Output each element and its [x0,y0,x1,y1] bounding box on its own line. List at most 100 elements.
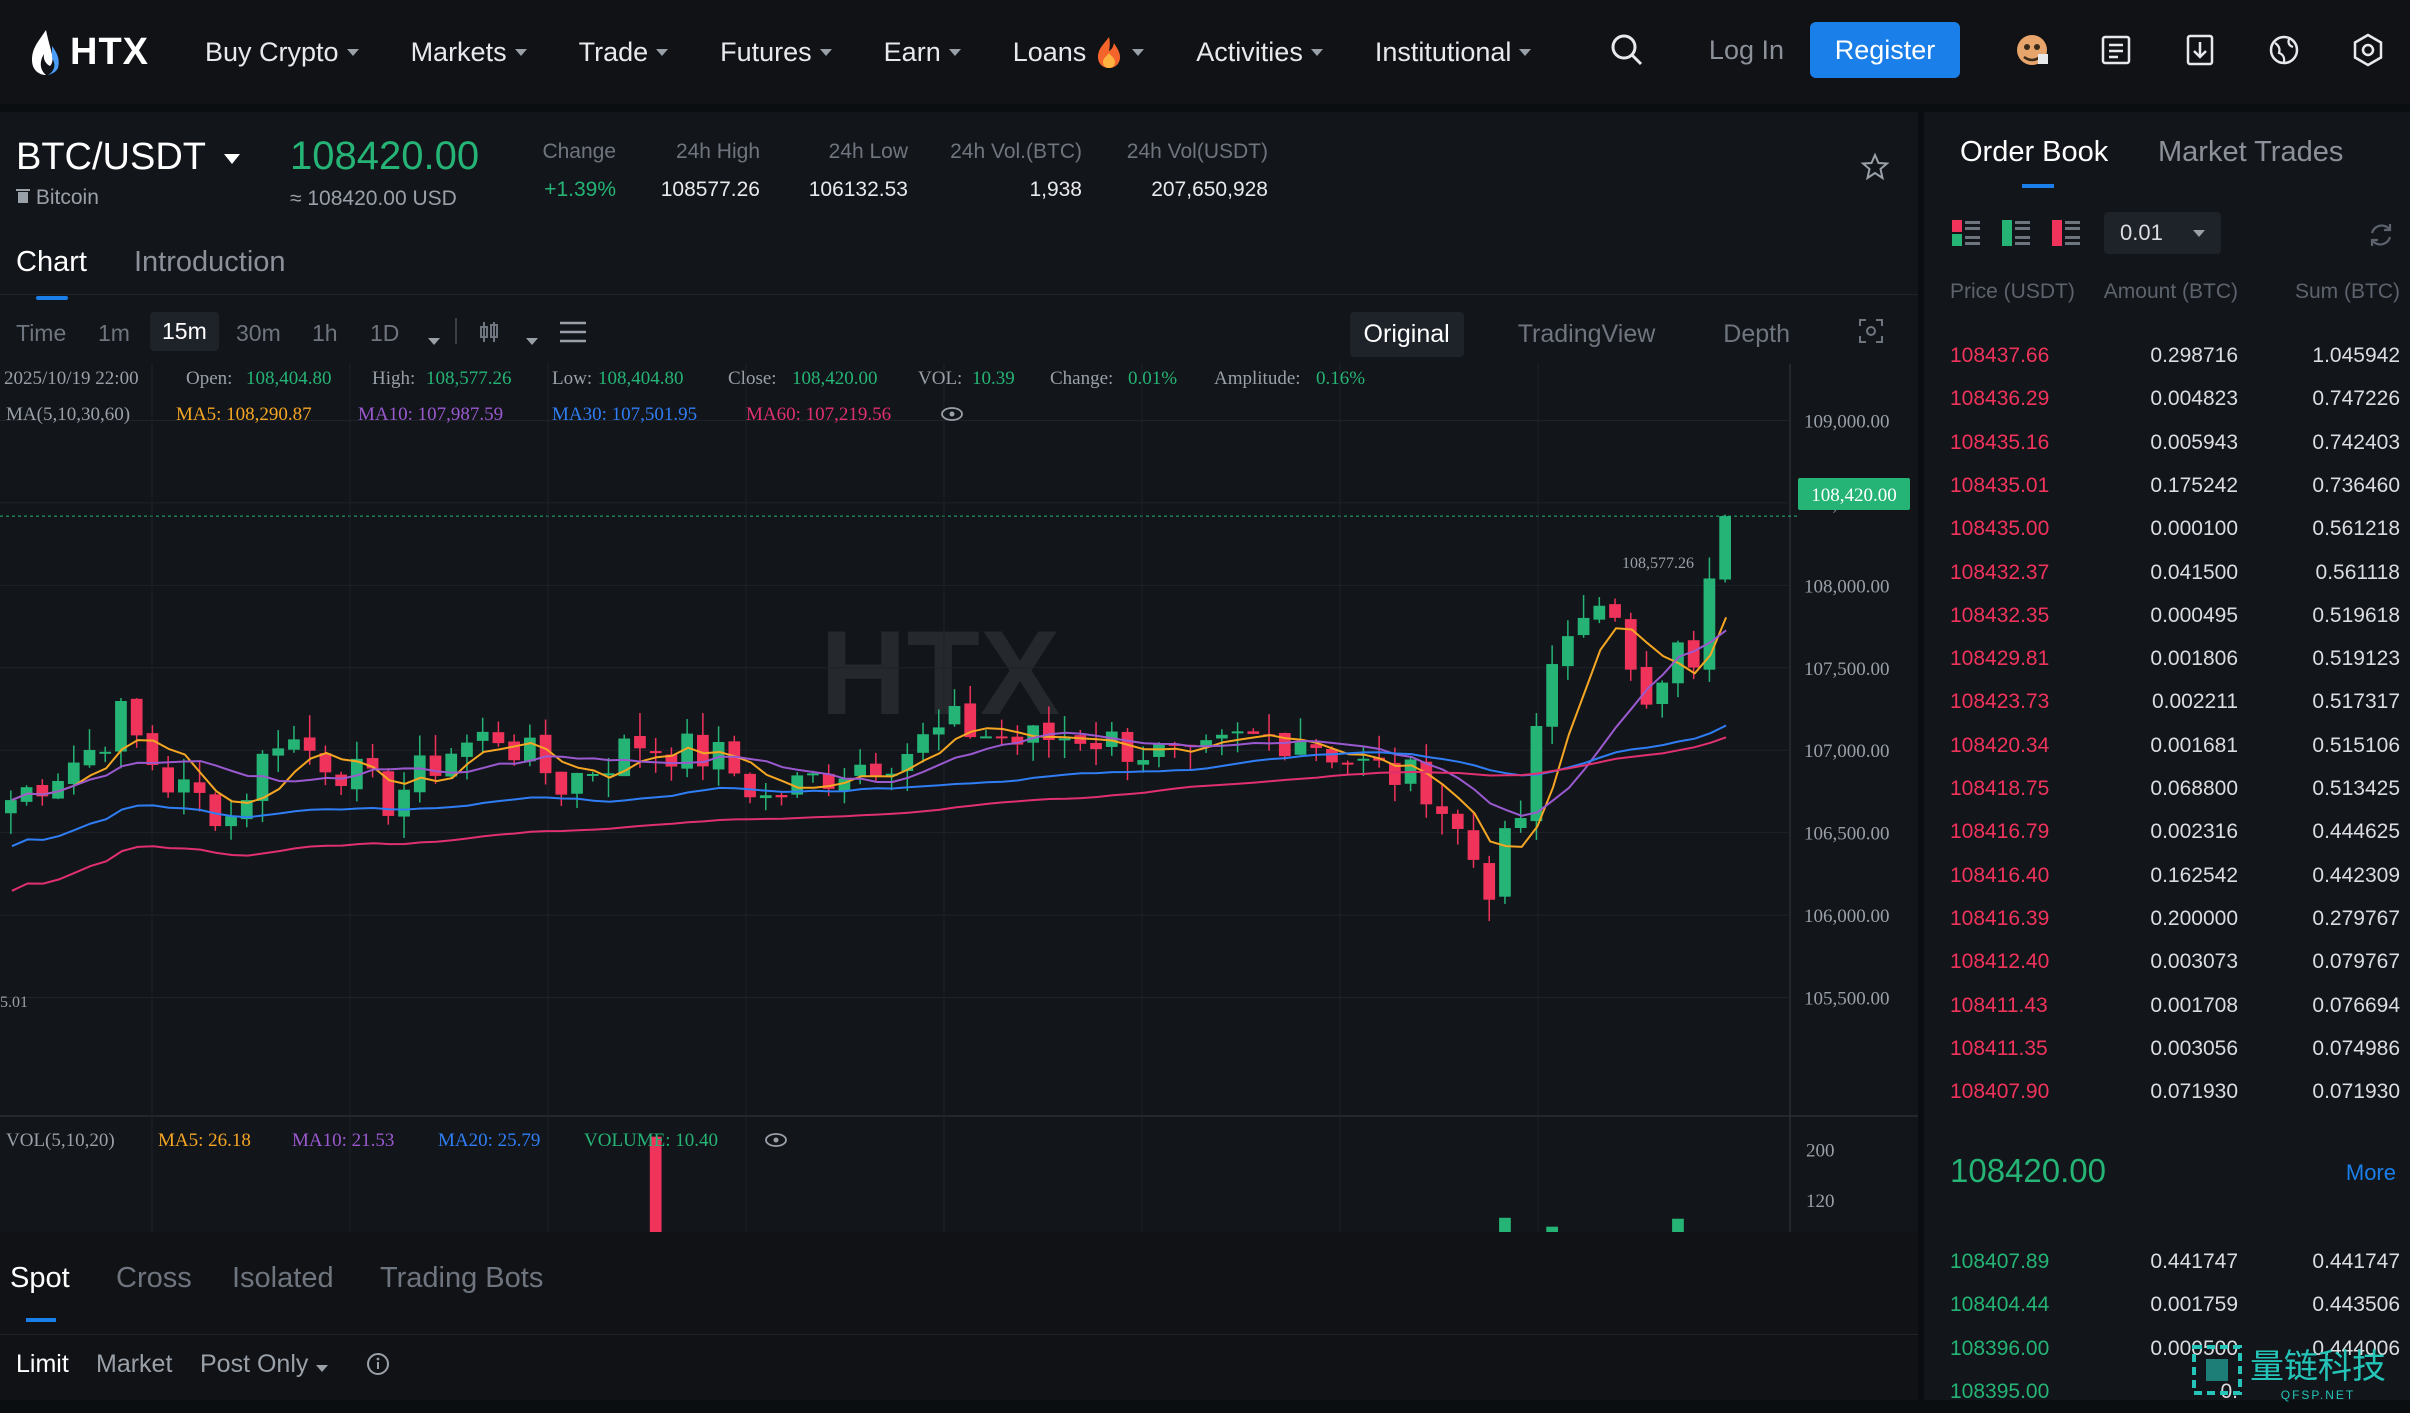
asks-row[interactable]: 108435.00 0.000100 0.561218 [1924,507,2410,550]
bids-price: 108404.44 [1950,1293,2050,1317]
asks-row[interactable]: 108436.29 0.004823 0.747226 [1924,377,2410,420]
candle-body [1687,640,1700,668]
stat-value: +1.39% [544,178,616,201]
candle-body [1436,806,1448,814]
eye-icon[interactable] [941,407,963,421]
asks-sum: 0.519618 [2312,603,2400,627]
asks-row[interactable]: 108423.73 0.002211 0.517317 [1924,680,2410,723]
asks-amount: 0.002316 [2150,820,2238,844]
nav-activities[interactable]: Activities [1196,37,1323,68]
info-icon[interactable] [366,1352,390,1383]
pair-selector[interactable]: BTC/USDT [16,136,240,179]
tab-cross[interactable]: Cross [116,1262,192,1294]
tab-chart[interactable]: Chart [16,246,87,278]
bids-row[interactable]: 108407.89 0.441747 0.441747 [1924,1240,2410,1283]
bids-amount: 0.001759 [2150,1293,2238,1317]
asks-row[interactable]: 108411.35 0.003056 0.074986 [1924,1027,2410,1070]
chevron-down-icon [316,1365,329,1372]
interval-time[interactable]: Time [16,320,67,346]
view-original[interactable]: Original [1349,311,1464,357]
tab-order-book[interactable]: Order Book [1960,136,2109,168]
nav-buy-crypto[interactable]: Buy Crypto [205,37,359,68]
asks-row[interactable]: 108416.79 0.002316 0.444625 [1924,810,2410,853]
asks-row[interactable]: 108416.39 0.200000 0.279767 [1924,897,2410,940]
nav-futures[interactable]: Futures [720,37,832,68]
asks-row[interactable]: 108420.34 0.001681 0.515106 [1924,724,2410,767]
chart-view-switch: Original TradingView Depth [1330,310,1918,358]
nav-label: Buy Crypto [205,36,339,67]
nav-earn[interactable]: Earn [884,37,961,68]
interval-1h[interactable]: 1h [312,320,338,346]
search-icon[interactable] [1603,26,1651,74]
indicators-menu-icon[interactable] [558,318,588,352]
more-link[interactable]: More [2345,1160,2396,1185]
candle-body [115,701,127,752]
more-intervals-caret[interactable] [428,324,440,351]
mascot-gift-icon[interactable] [2008,26,2056,74]
register-button[interactable]: Register [1810,22,1960,78]
low-label: Low: [552,368,592,389]
asks-row[interactable]: 108437.66 0.298716 1.045942 [1924,334,2410,377]
candle-type-icon[interactable] [478,320,500,350]
asks-row[interactable]: 108435.01 0.175242 0.736460 [1924,464,2410,507]
asks-price: 108432.35 [1950,603,2050,627]
asks-row[interactable]: 108432.35 0.000495 0.519618 [1924,594,2410,637]
htx-logo[interactable]: HTX [28,28,149,76]
vol-eye-icon[interactable] [765,1133,787,1147]
kline-chart-svg[interactable]: HTX 109,000.00108,500.00108,000.00107,50… [0,364,1918,1341]
settings-icon[interactable] [2344,26,2392,74]
candle-body [1011,736,1024,745]
precision-select[interactable]: 0.01 [2104,212,2221,254]
order-type-post-only[interactable]: Post Only [200,1350,329,1379]
tab-trading-bots[interactable]: Trading Bots [380,1262,544,1294]
asks-sum: 0.519123 [2312,647,2400,671]
favorite-star-icon[interactable] [1860,152,1890,187]
view-depth[interactable]: Depth [1723,319,1790,348]
asks-row[interactable]: 108412.40 0.003073 0.079767 [1924,940,2410,983]
interval-15m[interactable]: 15m [150,312,219,351]
candle-body [461,742,473,757]
view-tradingview[interactable]: TradingView [1517,319,1656,348]
candle-body [256,753,269,801]
screenshot-icon[interactable] [1844,310,1898,359]
asks-row[interactable]: 108407.90 0.071930 0.071930 [1924,1070,2410,1113]
candle-body [272,748,285,756]
candle-body [1593,605,1606,620]
candle-body [854,764,866,776]
download-icon[interactable] [2176,26,2224,74]
kline-chart[interactable]: HTX 109,000.00108,500.00108,000.00107,50… [0,364,1918,1341]
interval-1m[interactable]: 1m [98,320,130,346]
candle-type-caret[interactable] [526,324,538,351]
globe-language-icon[interactable] [2260,26,2308,74]
nav-institutional[interactable]: Institutional [1375,37,1532,68]
asks-sum: 0.515106 [2312,733,2400,757]
asks-row[interactable]: 108435.16 0.005943 0.742403 [1924,421,2410,464]
tab-introduction[interactable]: Introduction [134,246,286,278]
tab-isolated[interactable]: Isolated [232,1262,334,1294]
login-link[interactable]: Log In [1708,34,1784,65]
candle-body [822,773,835,789]
interval-30m[interactable]: 30m [236,320,281,346]
tab-spot[interactable]: Spot [10,1262,70,1294]
nav-loans[interactable]: Loans [1013,35,1145,69]
orders-icon[interactable] [2092,26,2140,74]
bids-row[interactable]: 108395.00 0. [1924,1370,2410,1413]
chart-watermark: HTX [820,606,1060,740]
asks-row[interactable]: 108418.75 0.068800 0.513425 [1924,767,2410,810]
layout-both-icon[interactable] [1950,217,1982,249]
interval-1d[interactable]: 1D [370,320,400,346]
layout-asks-icon[interactable] [2050,217,2082,249]
asks-row[interactable]: 108429.81 0.001806 0.519123 [1924,637,2410,680]
y-tick-label: 105,500.00 [1804,989,1890,1010]
nav-markets[interactable]: Markets [411,37,527,68]
asks-row[interactable]: 108411.43 0.001708 0.076694 [1924,984,2410,1027]
refresh-icon[interactable] [2366,220,2396,255]
tab-market-trades[interactable]: Market Trades [2158,136,2344,168]
asks-row[interactable]: 108416.40 0.162542 0.442309 [1924,854,2410,897]
nav-trade[interactable]: Trade [579,37,669,68]
order-type-market[interactable]: Market [96,1350,173,1378]
bids-row[interactable]: 108404.44 0.001759 0.443506 [1924,1283,2410,1326]
order-type-limit[interactable]: Limit [16,1350,69,1378]
layout-bids-icon[interactable] [2000,217,2032,249]
asks-row[interactable]: 108432.37 0.041500 0.561118 [1924,551,2410,594]
